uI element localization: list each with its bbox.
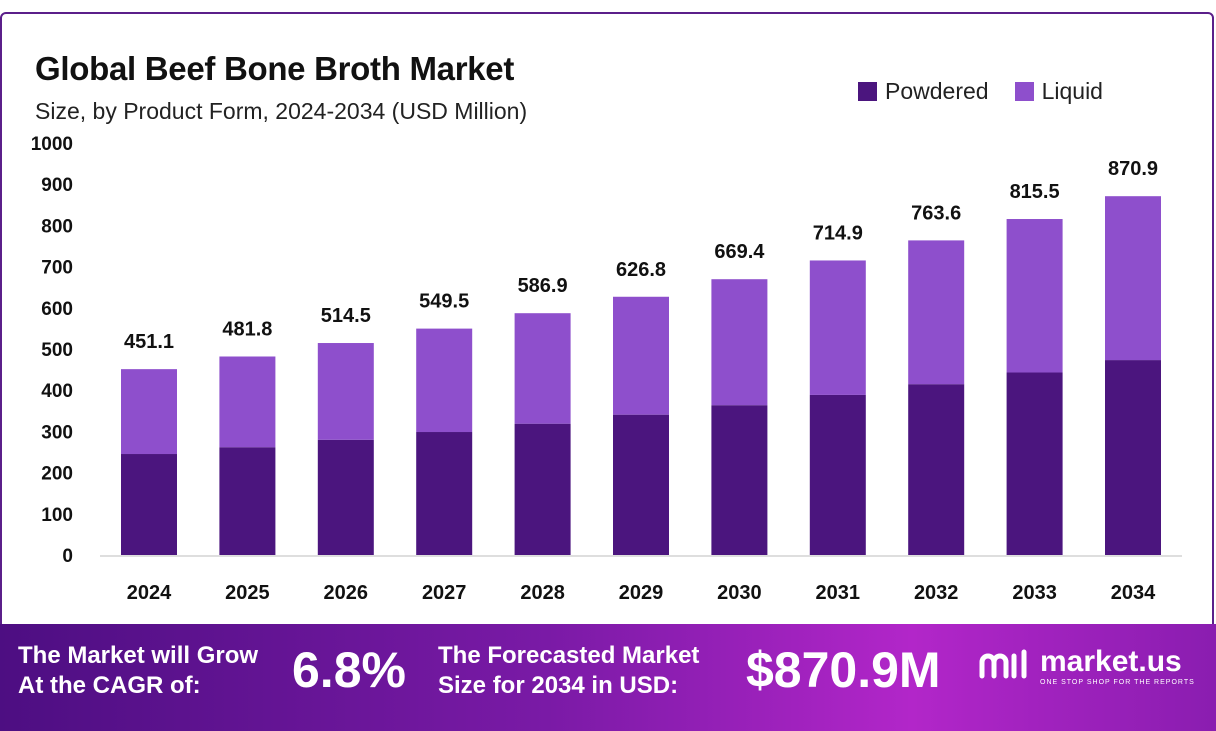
bar-liquid-2034 <box>1105 196 1161 361</box>
bar-powdered-2025 <box>219 447 276 555</box>
forecast-text: The Forecasted Market Size for 2034 in U… <box>438 641 699 701</box>
bar-total-label: 815.5 <box>1010 181 1060 203</box>
bar-total-label: 514.5 <box>321 305 371 327</box>
y-tick-label: 600 <box>41 299 73 320</box>
bar-powdered-2029 <box>613 414 669 555</box>
bar-powdered-2031 <box>809 394 866 555</box>
legend-item-powdered: Powdered <box>858 78 989 105</box>
brand-logo: market.us ONE STOP SHOP FOR THE REPORTS <box>978 646 1195 686</box>
bar-liquid-2029 <box>613 296 669 415</box>
bar-liquid-2026 <box>317 343 374 440</box>
bar-total-label: 626.8 <box>616 259 666 281</box>
legend-label-powdered: Powdered <box>885 78 989 104</box>
bar-liquid-2032 <box>908 240 965 385</box>
x-tick-label: 2034 <box>1111 582 1156 604</box>
bar-chart: 0 100 200 300 400 500 600 700 800 900 1000 451.1 202… <box>31 134 1182 604</box>
bar-powdered-2032 <box>908 384 965 555</box>
cagr-value: 6.8% <box>292 642 406 698</box>
y-tick-label: 200 <box>41 464 73 485</box>
bar-total-label: 669.4 <box>714 241 765 263</box>
legend-swatch-liquid <box>1014 82 1034 101</box>
bar-powdered-2034 <box>1105 360 1161 555</box>
footer-banner: The Market will Grow At the CAGR of: 6.8… <box>0 624 1216 731</box>
bar-powdered-2024 <box>121 454 177 555</box>
x-tick-label: 2033 <box>1012 582 1057 604</box>
bar-total-label: 763.6 <box>911 202 961 224</box>
forecast-text-line2: Size for 2034 in USD: <box>438 672 679 699</box>
bar-total-label: 586.9 <box>518 275 568 297</box>
x-tick-label: 2027 <box>422 582 467 604</box>
x-tick-label: 2030 <box>717 582 762 604</box>
x-tick-label: 2026 <box>324 582 369 604</box>
bar-powdered-2028 <box>514 423 571 555</box>
bar-total-label: 481.8 <box>222 318 272 340</box>
legend-item-liquid: Liquid <box>1014 78 1103 105</box>
y-tick-label: 400 <box>41 381 73 402</box>
y-tick-label: 0 <box>62 546 73 567</box>
legend-label-liquid: Liquid <box>1041 78 1103 104</box>
cagr-text: The Market will Grow At the CAGR of: <box>18 641 258 701</box>
bar-powdered-2027 <box>416 432 473 555</box>
legend: Powdered Liquid <box>858 78 1103 105</box>
bar-liquid-2033 <box>1006 219 1063 373</box>
y-tick-label: 500 <box>41 340 73 361</box>
forecast-text-line1: The Forecasted Market <box>438 642 700 669</box>
x-tick-label: 2028 <box>520 582 565 604</box>
y-tick-label: 100 <box>41 505 73 526</box>
bar-total-label: 549.5 <box>419 291 469 313</box>
bar-liquid-2030 <box>711 279 768 406</box>
x-tick-label: 2031 <box>816 582 861 604</box>
bar-powdered-2033 <box>1006 372 1063 555</box>
y-tick-label: 800 <box>41 216 73 237</box>
y-tick-label: 1000 <box>31 134 73 155</box>
brand-name: market.us <box>1040 644 1182 678</box>
cagr-text-line2: At the CAGR of: <box>18 672 201 699</box>
bar-total-label: 451.1 <box>124 331 174 353</box>
bar-total-label: 870.9 <box>1108 158 1158 180</box>
bar-powdered-2030 <box>711 405 768 555</box>
x-tick-label: 2025 <box>225 582 270 604</box>
chart-title: Global Beef Bone Broth Market <box>35 50 515 87</box>
y-tick-label: 700 <box>41 258 73 279</box>
x-tick-label: 2029 <box>619 582 664 604</box>
bar-powdered-2026 <box>317 439 374 555</box>
market-us-logo-icon <box>979 649 1027 679</box>
bar-liquid-2024 <box>121 369 177 455</box>
cagr-text-line1: The Market will Grow <box>18 642 259 669</box>
chart-subtitle: Size, by Product Form, 2024-2034 (USD Mi… <box>35 98 528 124</box>
y-tick-label: 900 <box>41 175 73 196</box>
bar-liquid-2031 <box>809 260 866 395</box>
y-tick-label: 300 <box>41 422 73 443</box>
forecast-value: $870.9M <box>746 642 941 698</box>
brand-text: market.us ONE STOP SHOP FOR THE REPORTS <box>1040 644 1195 686</box>
legend-swatch-powdered <box>858 82 877 101</box>
bar-liquid-2025 <box>219 356 276 448</box>
bar-liquid-2027 <box>416 328 473 433</box>
x-tick-label: 2032 <box>914 582 959 604</box>
bar-liquid-2028 <box>514 313 571 424</box>
brand-tagline: ONE STOP SHOP FOR THE REPORTS <box>1040 678 1195 686</box>
x-tick-label: 2024 <box>127 582 172 604</box>
bar-total-label: 714.9 <box>813 222 863 244</box>
